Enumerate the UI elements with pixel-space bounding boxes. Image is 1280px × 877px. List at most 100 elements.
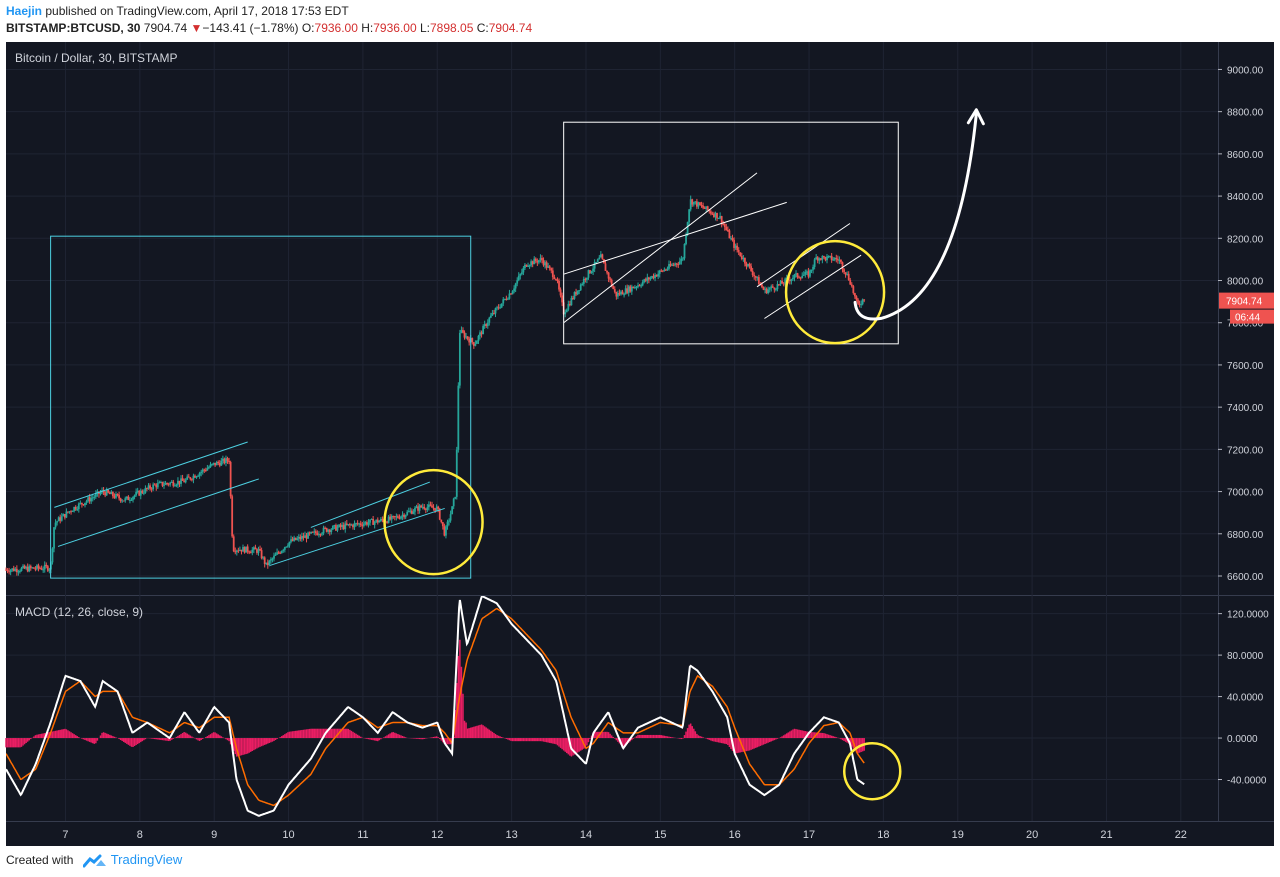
candle: [623, 294, 625, 296]
candle: [647, 277, 650, 280]
candle: [709, 211, 712, 214]
candle: [468, 338, 471, 343]
candle: [208, 467, 210, 469]
high-label: H:: [361, 21, 374, 35]
time-tick-label: 7: [62, 829, 68, 841]
candle: [358, 523, 361, 525]
candle: [8, 571, 10, 573]
candle: [779, 280, 782, 285]
candle: [722, 223, 725, 225]
candle: [638, 285, 641, 287]
candle: [725, 227, 728, 231]
author-name[interactable]: Haejin: [6, 4, 43, 18]
candle: [43, 564, 46, 570]
candle: [764, 288, 766, 290]
candle: [220, 460, 223, 466]
macd-tick-label: 120.0000: [1227, 610, 1269, 621]
candle: [836, 259, 839, 261]
ohlc-line: BITSTAMP:BTCUSD, 30 7904.74 ▼−143.41 (−1…: [6, 21, 532, 35]
candle: [669, 264, 672, 266]
candle: [582, 278, 585, 284]
candle: [807, 271, 810, 277]
candle: [190, 479, 193, 481]
candle: [782, 283, 785, 285]
candle: [824, 257, 827, 261]
candle: [328, 529, 331, 533]
candle: [778, 284, 780, 286]
price-tick-label: 7600.00: [1227, 361, 1264, 372]
candle: [406, 511, 409, 516]
time-tick-label: 18: [877, 829, 889, 841]
candle: [672, 264, 675, 266]
candle: [579, 284, 582, 291]
candle: [204, 469, 207, 471]
candle: [496, 307, 498, 309]
candle: [853, 293, 856, 297]
candle: [187, 476, 190, 478]
candle: [437, 506, 440, 509]
candle: [155, 484, 158, 488]
candle: [823, 256, 825, 258]
candle: [751, 270, 754, 276]
candle: [641, 282, 644, 286]
candle: [841, 262, 844, 270]
candle: [520, 272, 523, 275]
candle: [550, 268, 553, 271]
candle: [637, 285, 639, 287]
projection-arrow: [853, 112, 978, 321]
candle: [809, 270, 811, 277]
candle: [20, 567, 23, 571]
candle: [127, 496, 130, 501]
candle: [446, 521, 449, 527]
candle: [454, 496, 457, 499]
candle: [70, 511, 72, 513]
candle: [435, 506, 438, 511]
candle: [82, 504, 85, 506]
candle: [192, 475, 195, 480]
tradingview-link[interactable]: TradingView: [110, 852, 183, 867]
price-tick-label: 8600.00: [1227, 150, 1264, 161]
candle: [499, 307, 502, 309]
candle: [271, 558, 274, 560]
candle: [511, 291, 514, 295]
macd-tick-label: 0.0000: [1227, 734, 1258, 745]
candle: [34, 568, 37, 570]
candle: [107, 489, 110, 493]
candle: [45, 564, 48, 567]
candle: [290, 539, 292, 542]
candle: [287, 545, 289, 547]
candle: [491, 312, 494, 316]
candle: [26, 566, 29, 572]
candle: [316, 533, 319, 535]
price-change: −143.41 (−1.78%): [202, 21, 299, 35]
candle: [268, 560, 271, 566]
candle: [410, 510, 413, 514]
candle: [826, 256, 828, 261]
candle: [502, 299, 505, 304]
candle: [429, 504, 432, 506]
price-tick-label: 8400.00: [1227, 192, 1264, 203]
candle: [462, 330, 464, 333]
chart-canvas[interactable]: 6600.00 6800.00 7000.00 7200.00 7400.00 7600.…: [0, 40, 1280, 848]
candle: [850, 284, 853, 287]
candle: [522, 268, 525, 273]
candle: [186, 476, 189, 480]
candle: [379, 518, 382, 521]
candle: [197, 475, 199, 477]
candle: [482, 326, 485, 335]
candle: [682, 258, 684, 260]
low-value: 7898.05: [430, 21, 474, 35]
candle: [200, 471, 203, 473]
candle: [489, 315, 492, 318]
open-label: O:: [301, 21, 315, 35]
candle: [530, 261, 533, 266]
candle: [606, 270, 608, 273]
candle: [63, 514, 66, 518]
candle: [765, 288, 768, 294]
candle: [474, 343, 477, 346]
created-with-label: Created with: [6, 853, 74, 867]
candle: [640, 285, 643, 287]
candle: [723, 224, 726, 228]
candle: [372, 519, 375, 525]
candle: [93, 496, 96, 498]
